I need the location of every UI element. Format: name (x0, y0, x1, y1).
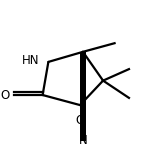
Text: N: N (79, 134, 87, 147)
Text: O: O (75, 114, 85, 127)
Text: O: O (0, 89, 10, 102)
Text: HN: HN (22, 54, 40, 67)
